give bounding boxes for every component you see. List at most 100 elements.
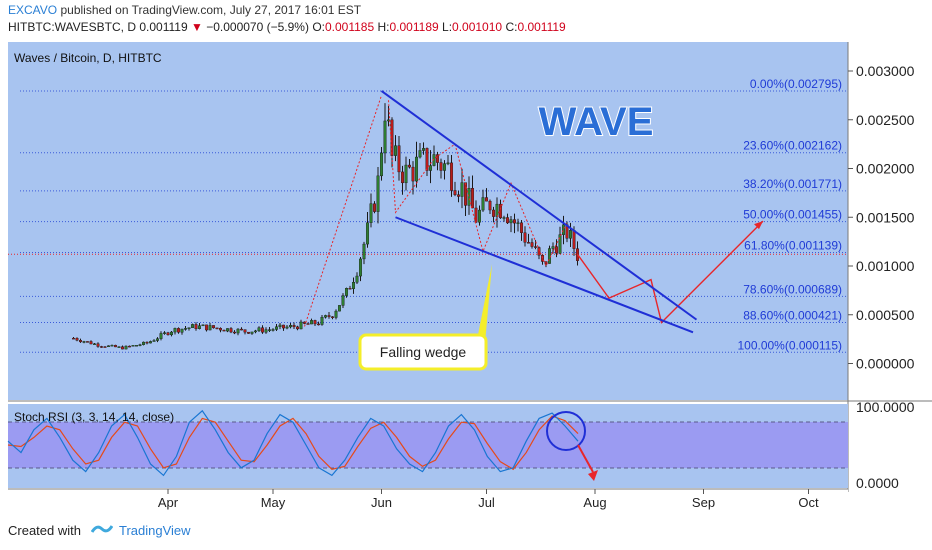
candle-body <box>495 203 499 217</box>
stoch-k-line <box>7 409 579 477</box>
candle-body <box>429 165 433 171</box>
candle-body <box>313 320 317 325</box>
published-text: published on TradingView.com, July 27, 2… <box>60 3 362 17</box>
candle-body <box>275 326 279 330</box>
candle-body <box>306 323 310 325</box>
candle-body <box>299 321 303 330</box>
candle-body <box>506 217 510 224</box>
candle-body <box>278 324 282 327</box>
candle-body <box>523 232 527 243</box>
candle-body <box>418 150 422 158</box>
candle-body <box>492 209 496 217</box>
symbol-text: HITBTC:WAVESBTC, D <box>8 20 137 34</box>
candle-body <box>303 321 307 324</box>
pane-title: Waves / Bitcoin, D, HITBTC <box>14 51 162 65</box>
fib-level-label: 38.20%(0.001771) <box>743 177 842 191</box>
author-link[interactable]: EXCAVO <box>8 3 58 17</box>
close-label: C: <box>505 20 518 34</box>
candle-body <box>152 340 156 342</box>
candle-body <box>401 171 405 184</box>
candle-body <box>215 327 219 330</box>
candle-body <box>257 327 261 332</box>
open-value: 0.001185 <box>324 20 375 34</box>
fib-level-label: 0.00%(0.002795) <box>750 77 842 91</box>
time-tick-label: May <box>261 495 286 510</box>
candle-body <box>285 326 289 329</box>
time-tick-label: Oct <box>798 495 819 510</box>
candle-body <box>334 310 338 318</box>
candle-body <box>243 329 247 333</box>
down-arrow-icon: ▼ <box>190 20 203 34</box>
candle-body <box>239 328 243 331</box>
candle-body <box>246 331 250 334</box>
fib-level-label: 88.60%(0.000421) <box>743 308 842 322</box>
publish-line: EXCAVO published on TradingView.com, Jul… <box>8 3 361 17</box>
candle-body <box>264 329 268 333</box>
candle-body <box>562 224 566 235</box>
candle-body <box>317 323 321 326</box>
candle-body <box>425 148 429 171</box>
candle-body <box>537 247 541 256</box>
rsi-title: Stoch RSI (3, 3, 14, 14, close) <box>14 410 174 424</box>
candle-body <box>530 242 534 247</box>
rsi-down-arrow-icon <box>577 444 594 473</box>
candle-body <box>446 162 450 165</box>
candle-body <box>338 305 342 312</box>
candle-body <box>509 219 513 224</box>
candle-body <box>141 341 145 345</box>
candle-body <box>187 327 191 329</box>
impulse-dotted-line <box>304 95 382 327</box>
ohlc-line: HITBTC:WAVESBTC, D 0.001119 ▼ −0.000070 … <box>8 20 566 34</box>
fib-level-label: 50.00%(0.001455) <box>743 208 842 222</box>
fib-level-label: 23.60%(0.002162) <box>743 139 842 153</box>
candle-body <box>85 341 89 343</box>
candle-body <box>415 156 419 182</box>
tradingview-link[interactable]: TradingView <box>118 523 191 538</box>
candle-body <box>327 315 331 317</box>
candle-body <box>180 328 184 333</box>
rsi-tick-label: 100.0000 <box>856 399 915 415</box>
candle-body <box>324 315 328 318</box>
stoch-d-line <box>7 415 579 471</box>
candle-body <box>166 332 170 336</box>
price-tick-label: 0.002000 <box>856 161 915 177</box>
candle-body <box>422 148 426 151</box>
rsi-tick-label: 0.0000 <box>856 475 899 491</box>
candle-body <box>82 341 86 343</box>
open-label: O: <box>312 20 325 34</box>
falling-wedge-callout[interactable] <box>358 333 488 371</box>
candle-body <box>516 222 520 224</box>
fib-level-label: 100.00%(0.000115) <box>737 338 842 352</box>
rsi-arrowhead-icon <box>588 470 598 481</box>
price-tick-label: 0.001000 <box>856 258 915 274</box>
candle-body <box>289 325 293 328</box>
candle-body <box>534 246 538 248</box>
candle-body <box>282 324 286 329</box>
high-label: H: <box>377 20 390 34</box>
low-label: L: <box>442 20 453 34</box>
candle-body <box>457 194 461 197</box>
candle-body <box>155 338 159 341</box>
tradingview-logo-icon <box>90 522 114 539</box>
price-tick-label: 0.000000 <box>856 356 915 372</box>
rsi-band <box>8 422 848 468</box>
candle-body <box>71 337 75 340</box>
candle-body <box>92 343 96 345</box>
candle-body <box>78 340 82 343</box>
candle-body <box>173 328 177 333</box>
price-axis[interactable] <box>848 42 932 492</box>
time-axis[interactable] <box>8 489 848 511</box>
candle-body <box>194 324 198 329</box>
candle-body <box>569 230 573 239</box>
price-tick-label: 0.002500 <box>856 112 915 128</box>
candle-body <box>499 203 503 219</box>
price-tick-label: 0.000500 <box>856 307 915 323</box>
candle-body <box>89 341 93 345</box>
candle-body <box>464 182 468 206</box>
candle-body <box>352 282 356 289</box>
candle-body <box>376 175 380 212</box>
candle-body <box>450 162 454 191</box>
candle-body <box>75 337 79 341</box>
candle-body <box>201 324 205 327</box>
